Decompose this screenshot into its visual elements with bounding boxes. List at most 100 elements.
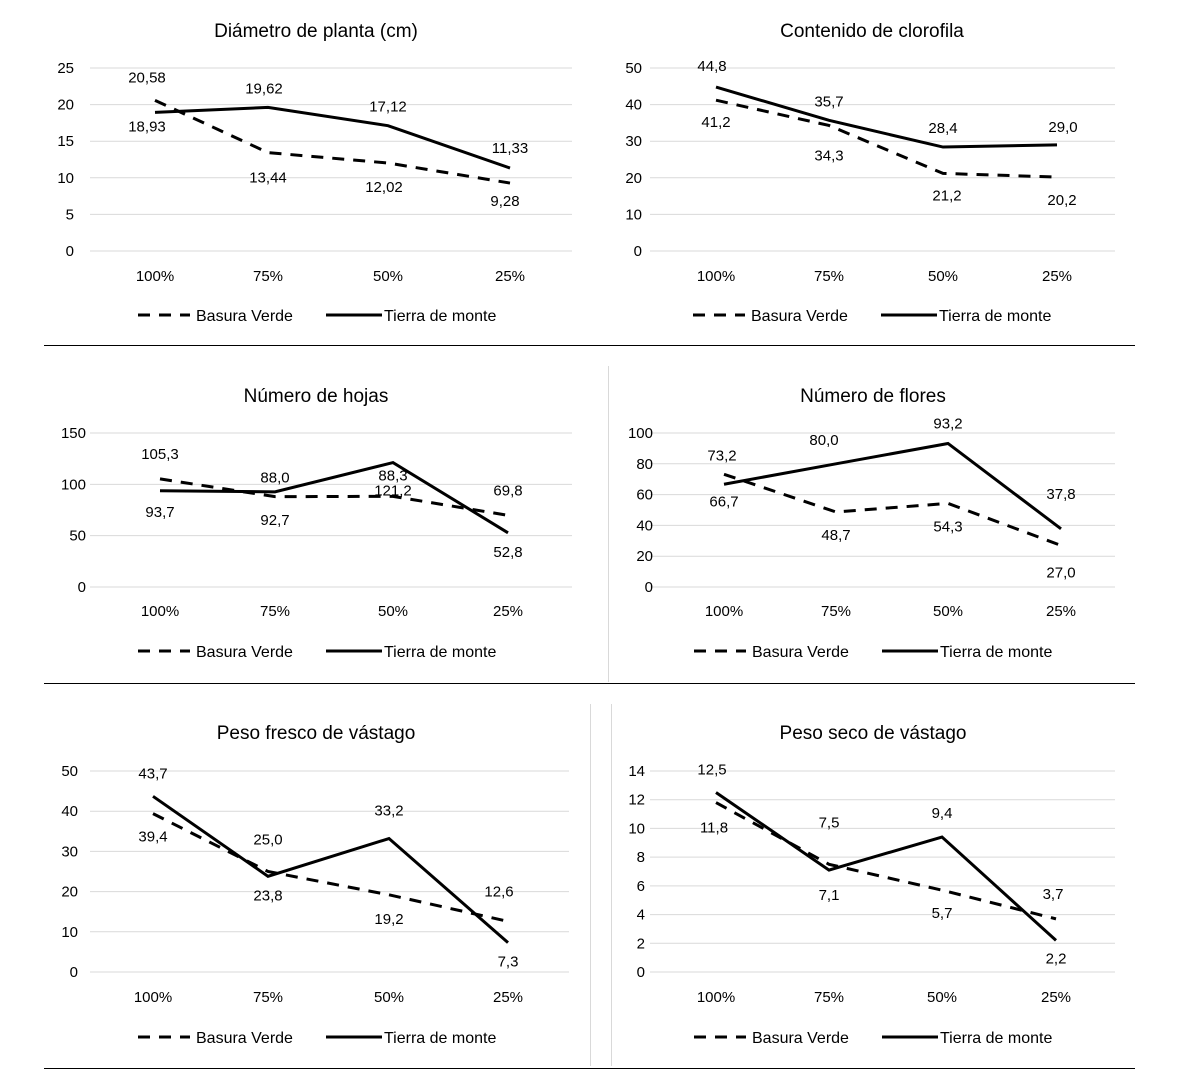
y-tick-label: 0 <box>634 243 642 260</box>
series-line-basura-verde <box>723 472 1062 547</box>
data-label: 66,7 <box>709 493 738 510</box>
data-label: 54,3 <box>933 518 962 535</box>
data-label: 23,8 <box>253 887 282 904</box>
column-separator <box>611 704 612 1066</box>
y-tick-label: 15 <box>57 133 74 150</box>
y-tick-label: 12 <box>628 792 645 809</box>
chart-title: Peso seco de vástago <box>780 723 967 744</box>
y-tick-label: 20 <box>625 170 642 187</box>
y-tick-label: 40 <box>636 517 653 534</box>
legend-label-tierra-de-monte: Tierra de monte <box>384 1030 496 1047</box>
data-label: 12,02 <box>365 179 403 196</box>
x-tick-label: 75% <box>253 989 283 1006</box>
y-tick-label: 10 <box>61 924 78 941</box>
x-tick-label: 25% <box>493 603 523 620</box>
data-label: 121,2 <box>374 483 412 500</box>
data-label: 69,8 <box>493 482 522 499</box>
x-tick-label: 100% <box>136 268 174 285</box>
data-label: 52,8 <box>493 544 522 561</box>
data-label: 88,0 <box>260 470 289 487</box>
chart-peso-seco: Peso seco de vástago 0 2 4 6 8 10 12 14 100% 75% 50… <box>628 723 1115 1047</box>
data-label: 93,7 <box>145 504 174 521</box>
y-tick-label: 0 <box>645 579 653 596</box>
x-tick-label: 50% <box>378 603 408 620</box>
x-tick-label: 50% <box>933 603 963 620</box>
chart-title: Diámetro de planta (cm) <box>214 21 418 42</box>
data-label: 44,8 <box>697 58 726 75</box>
chart-flores: Número de flores 0 20 40 60 80 100 100% 75% 50% 25… <box>628 386 1115 661</box>
data-label: 7,1 <box>819 887 840 904</box>
y-tick-label: 2 <box>637 935 645 952</box>
data-label: 7,5 <box>819 814 840 831</box>
legend-label-basura-verde: Basura Verde <box>196 1030 293 1047</box>
x-tick-label: 100% <box>705 603 743 620</box>
y-tick-label: 60 <box>636 487 653 504</box>
data-label: 9,4 <box>932 805 953 822</box>
data-label: 21,2 <box>932 187 961 204</box>
x-tick-label: 75% <box>814 268 844 285</box>
data-label: 41,2 <box>701 114 730 131</box>
chart-diametro: Diámetro de planta (cm) 0 5 10 15 20 25 100% 75%… <box>57 21 572 325</box>
data-label: 27,0 <box>1046 564 1075 581</box>
data-label: 39,4 <box>138 829 167 846</box>
chart-panel-hojas: Número de hojas 0 50 100 150 100% 75% 50% 25% 105… <box>0 365 594 683</box>
chart-title: Número de flores <box>800 386 946 407</box>
series-line-basura-verde <box>715 98 1058 179</box>
y-tick-label: 14 <box>628 763 645 780</box>
x-tick-label: 25% <box>493 989 523 1006</box>
y-tick-label: 0 <box>637 964 645 981</box>
y-tick-label: 0 <box>66 243 74 260</box>
chart-title: Peso fresco de vástago <box>217 723 416 744</box>
row-separator <box>44 683 1135 684</box>
x-tick-label: 25% <box>1042 268 1072 285</box>
y-tick-label: 100 <box>628 425 653 442</box>
chart-panel-diametro: Diámetro de planta (cm) 0 5 10 15 20 25 100% 75%… <box>0 0 594 345</box>
data-label: 12,6 <box>484 883 513 900</box>
x-tick-label: 50% <box>927 989 957 1006</box>
y-tick-label: 5 <box>66 206 74 223</box>
legend-label-tierra-de-monte: Tierra de monte <box>940 1030 1052 1047</box>
y-tick-label: 8 <box>637 849 645 866</box>
series-line-tierra-de-monte <box>715 791 1058 942</box>
x-tick-label: 75% <box>814 989 844 1006</box>
data-label: 43,7 <box>138 765 167 782</box>
data-label: 3,7 <box>1043 886 1064 903</box>
data-label: 92,7 <box>260 512 289 529</box>
row-separator <box>44 1068 1135 1069</box>
data-label: 28,4 <box>928 120 957 137</box>
legend-label-basura-verde: Basura Verde <box>752 1030 849 1047</box>
data-label: 88,3 <box>378 467 407 484</box>
data-label: 20,2 <box>1047 192 1076 209</box>
data-label: 48,7 <box>821 527 850 544</box>
y-tick-label: 80 <box>636 456 653 473</box>
y-tick-label: 0 <box>78 579 86 596</box>
legend-label-tierra-de-monte: Tierra de monte <box>940 644 1052 661</box>
x-tick-label: 75% <box>821 603 851 620</box>
chart-title: Número de hojas <box>244 386 389 407</box>
data-label: 19,2 <box>374 911 403 928</box>
y-tick-label: 10 <box>628 820 645 837</box>
data-label: 9,28 <box>490 193 519 210</box>
legend-label-basura-verde: Basura Verde <box>752 644 849 661</box>
y-tick-label: 25 <box>57 60 74 77</box>
y-tick-label: 40 <box>61 803 78 820</box>
y-tick-label: 50 <box>69 528 86 545</box>
x-tick-label: 100% <box>141 603 179 620</box>
legend-label-basura-verde: Basura Verde <box>196 308 293 325</box>
legend-label-basura-verde: Basura Verde <box>751 308 848 325</box>
data-label: 18,93 <box>128 118 166 135</box>
data-label: 34,3 <box>814 147 843 164</box>
y-tick-label: 20 <box>57 97 74 114</box>
series-line-basura-verde <box>715 801 1057 921</box>
data-label: 2,2 <box>1046 950 1067 967</box>
chart-panel-peso-seco: Peso seco de vástago 0 2 4 6 8 10 12 14 100% 75% 50… <box>612 703 1181 1068</box>
chart-title: Contenido de clorofila <box>780 21 964 42</box>
y-tick-label: 40 <box>625 97 642 114</box>
x-tick-label: 75% <box>260 603 290 620</box>
x-tick-label: 25% <box>1046 603 1076 620</box>
series-line-tierra-de-monte <box>723 441 1062 530</box>
data-label: 37,8 <box>1046 486 1075 503</box>
chart-hojas: Número de hojas 0 50 100 150 100% 75% 50% 25% 105… <box>61 386 572 661</box>
column-separator <box>608 366 609 682</box>
series-line-basura-verde <box>154 98 511 185</box>
